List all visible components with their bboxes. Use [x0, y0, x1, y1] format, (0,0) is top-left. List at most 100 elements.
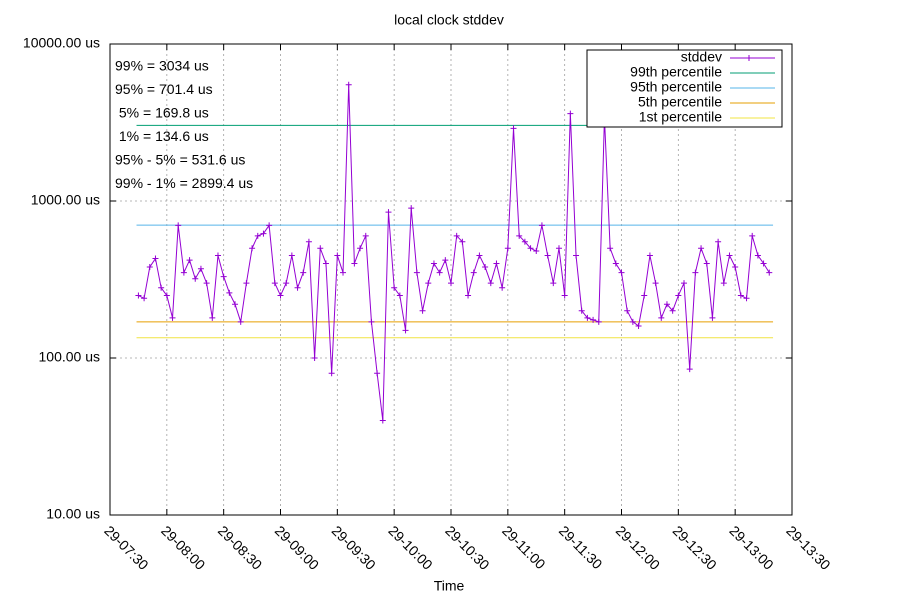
point-marker [499, 284, 506, 291]
point-marker [419, 307, 426, 314]
point-marker [663, 301, 670, 308]
x-tick-label: 29-09:00 [272, 522, 323, 573]
point-marker [538, 222, 545, 229]
point-marker [391, 284, 398, 291]
legend-label: stddev [681, 49, 722, 65]
point-marker [232, 301, 239, 308]
point-marker [169, 314, 176, 321]
point-marker [681, 280, 688, 287]
point-marker [516, 232, 523, 239]
point-marker [277, 292, 284, 299]
point-marker [425, 280, 432, 287]
point-marker [544, 252, 551, 259]
point-marker [573, 252, 580, 259]
point-marker [635, 322, 642, 329]
point-marker [442, 257, 449, 264]
point-marker [396, 292, 403, 299]
point-marker [567, 110, 574, 117]
point-marker [351, 260, 358, 267]
point-marker [692, 269, 699, 276]
point-marker [652, 280, 659, 287]
point-marker [646, 252, 653, 259]
point-marker [226, 289, 233, 296]
point-marker [300, 269, 307, 276]
legend-label: 5th percentile [638, 94, 722, 110]
point-marker [243, 280, 250, 287]
point-marker [675, 292, 682, 299]
point-marker [686, 366, 693, 373]
x-tick-label: 29-09:30 [329, 522, 380, 573]
point-marker [578, 307, 585, 314]
point-marker [334, 252, 341, 259]
point-marker [328, 370, 335, 377]
point-marker [521, 238, 528, 245]
x-tick-label: 29-11:00 [499, 522, 549, 572]
point-marker [726, 252, 733, 259]
point-marker [214, 252, 221, 259]
point-marker [698, 245, 705, 252]
point-marker [260, 230, 267, 237]
point-marker [266, 222, 273, 229]
point-marker [482, 263, 489, 270]
point-marker [595, 318, 602, 325]
point-marker [510, 125, 517, 132]
point-marker [141, 295, 148, 302]
point-marker [715, 238, 722, 245]
point-marker [288, 252, 295, 259]
annotation: 95% - 5% = 531.6 us [115, 152, 245, 168]
annotation: 99% = 3034 us [115, 58, 209, 74]
x-tick-label: 29-10:30 [442, 522, 493, 573]
point-marker [402, 327, 409, 334]
point-marker [322, 260, 329, 267]
point-marker [561, 292, 568, 299]
x-tick-label: 29-12:30 [670, 522, 721, 573]
point-marker [607, 245, 614, 252]
point-marker [254, 232, 261, 239]
point-marker [476, 252, 483, 259]
point-marker [379, 417, 386, 424]
point-marker [158, 284, 165, 291]
point-marker [766, 269, 773, 276]
point-marker [237, 318, 244, 325]
point-marker [413, 269, 420, 276]
annotation: 95% = 701.4 us [115, 81, 213, 97]
point-marker [749, 232, 756, 239]
point-marker [317, 245, 324, 252]
point-marker [362, 232, 369, 239]
point-marker [408, 205, 415, 212]
point-marker [550, 280, 557, 287]
y-tick-label: 10.00 us [46, 506, 100, 522]
point-marker [470, 269, 477, 276]
x-axis-label: Time [434, 578, 465, 594]
point-marker [641, 292, 648, 299]
point-marker [249, 245, 256, 252]
point-marker [163, 292, 170, 299]
x-tick-label: 29-13:00 [726, 522, 777, 573]
x-tick-label: 29-07:30 [101, 522, 152, 573]
point-marker [612, 260, 619, 267]
point-marker [624, 307, 631, 314]
point-marker [618, 269, 625, 276]
point-marker [703, 260, 710, 267]
point-marker [487, 280, 494, 287]
y-tick-label: 100.00 us [39, 349, 101, 365]
point-marker [584, 314, 591, 321]
point-marker [311, 355, 318, 361]
point-marker [465, 292, 472, 299]
legend-label: 95th percentile [630, 79, 722, 95]
point-marker [669, 307, 676, 314]
annotation: 99% - 1% = 2899.4 us [115, 175, 253, 191]
point-marker [430, 260, 437, 267]
point-marker [305, 238, 312, 245]
y-tick-label: 1000.00 us [31, 192, 100, 208]
point-marker [175, 222, 182, 229]
point-marker [357, 245, 364, 252]
point-marker [453, 232, 460, 239]
annotation: 5% = 169.8 us [115, 105, 209, 121]
series-line [138, 84, 770, 421]
point-marker [220, 273, 227, 280]
point-marker [180, 269, 187, 276]
point-marker [186, 257, 193, 264]
point-marker [533, 248, 540, 255]
